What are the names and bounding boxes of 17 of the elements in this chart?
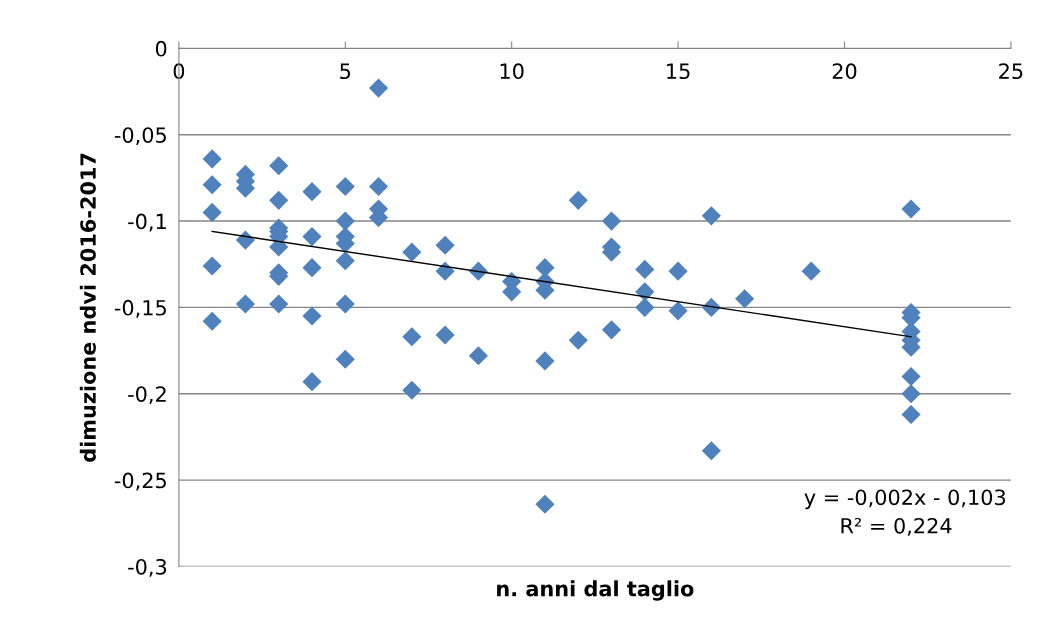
y-tick-label: -0,1: [128, 213, 166, 232]
x-tick-label: 15: [667, 63, 690, 80]
x-tick-label: 0: [173, 63, 185, 80]
x-tick-label: 5: [340, 63, 351, 80]
annotation: R² = 0,224: [841, 517, 952, 536]
annotation: y = -0,002x - 0,103: [804, 489, 1006, 510]
x-tick-label: 25: [999, 63, 1023, 80]
y-tick-label: 0: [155, 40, 167, 57]
y-tick-label: -0,05: [114, 127, 166, 146]
y-tick-label: -0,2: [128, 386, 166, 405]
x-axis-title: n. anni dal taglio: [497, 580, 694, 601]
x-tick-label: 10: [500, 63, 524, 80]
y-tick-label: -0,3: [128, 558, 167, 577]
y-axis-title: dimuzione ndvi 2016-2017: [79, 153, 96, 462]
y-tick-label: -0,25: [114, 472, 166, 491]
x-tick-label: 20: [832, 63, 857, 80]
y-tick-label: -0,15: [114, 299, 166, 318]
